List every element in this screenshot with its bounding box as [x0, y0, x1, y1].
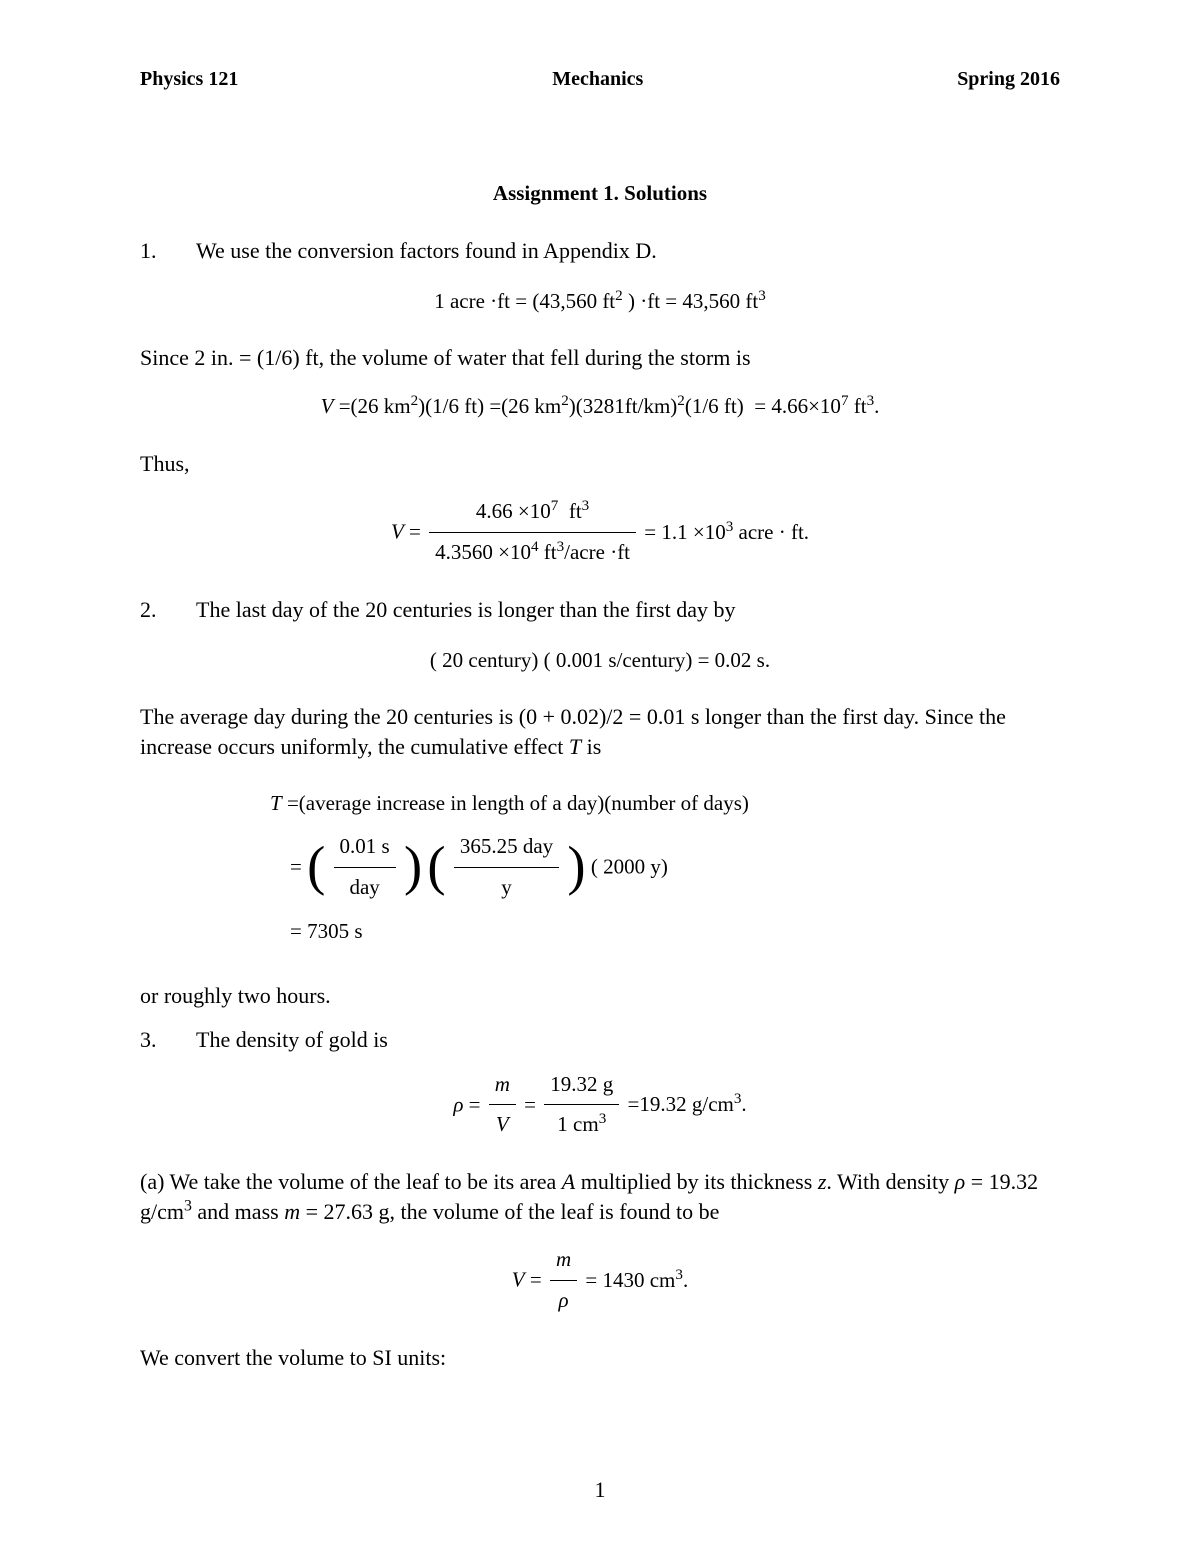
question-text: We use the conversion factors found in A…: [196, 236, 1060, 266]
q2-equation-1: ( 20 century) ( 0.001 s/century) = 0.02 …: [140, 643, 1060, 679]
q2-eq-line1: T =(average increase in length of a day)…: [270, 786, 749, 822]
q3-eq2-den: ρ: [550, 1281, 577, 1319]
q3-tail: We convert the volume to SI units:: [140, 1343, 1060, 1373]
question-text: The last day of the 20 centuries is long…: [196, 595, 1060, 625]
header-left: Physics 121: [140, 68, 238, 91]
assignment-title: Assignment 1. Solutions: [140, 181, 1060, 206]
q2-para: The average day during the 20 centuries …: [140, 702, 1060, 761]
question-number: 3.: [140, 1025, 196, 1055]
question-1: 1. We use the conversion factors found i…: [140, 236, 1060, 266]
q1-equation-volume: V =(26 km2)(1/6 ft) =(26 km2)(3281ft/km)…: [140, 389, 1060, 425]
q2-tail-para: or roughly two hours.: [140, 981, 1060, 1011]
q2-equation-T: T =(average increase in length of a day)…: [140, 778, 1060, 958]
header-center: Mechanics: [552, 68, 643, 91]
q1-equation-acre: 1 acre ·ft = (43,560 ft2 ) ·ft = 43,560 …: [140, 284, 1060, 320]
q2-eq-line2: = ( 0.01 s day ) ( 365.25 day y ) ( 2000…: [270, 829, 749, 905]
q1-frac-den: 4.3560 ×104 ft3/acre ·ft: [429, 533, 636, 571]
q3-f1-num: m: [489, 1067, 516, 1106]
q2-f2-num: 365.25 day: [454, 829, 559, 868]
q2-f1-den: day: [334, 868, 396, 906]
q1-para-thus: Thus,: [140, 449, 1060, 479]
q3-f2-den: 1 cm3: [544, 1105, 619, 1143]
q3-f1-den: V: [489, 1105, 516, 1143]
q2-f1-num: 0.01 s: [334, 829, 396, 868]
q1-para-since: Since 2 in. = (1/6) ft, the volume of wa…: [140, 343, 1060, 373]
q3-equation-volume: V = m ρ = 1430 cm3.: [140, 1242, 1060, 1318]
q2-f2-den: y: [454, 868, 559, 906]
q1-frac-num: 4.66 ×107 ft3: [429, 494, 636, 533]
q2-tail: ( 2000 y): [591, 855, 668, 879]
page-header: Physics 121 Mechanics Spring 2016: [140, 68, 1060, 91]
q3-para-a: (a) We take the volume of the leaf to be…: [140, 1167, 1060, 1226]
q3-f2-num: 19.32 g: [544, 1067, 619, 1106]
question-3: 3. The density of gold is: [140, 1025, 1060, 1055]
header-right: Spring 2016: [957, 68, 1060, 91]
question-number: 2.: [140, 595, 196, 625]
question-text: The density of gold is: [196, 1025, 1060, 1055]
q3-eq2-num: m: [550, 1242, 577, 1281]
q2-eq-line3: = 7305 s: [270, 914, 749, 950]
q1-equation-final: V = 4.66 ×107 ft3 4.3560 ×104 ft3/acre ·…: [140, 494, 1060, 570]
q3-equation-density: ρ = m V = 19.32 g 1 cm3 =19.32 g/cm3.: [140, 1067, 1060, 1143]
page-number: 1: [0, 1477, 1200, 1503]
question-2: 2. The last day of the 20 centuries is l…: [140, 595, 1060, 625]
document-page: Physics 121 Mechanics Spring 2016 Assign…: [0, 0, 1200, 1553]
question-number: 1.: [140, 236, 196, 266]
